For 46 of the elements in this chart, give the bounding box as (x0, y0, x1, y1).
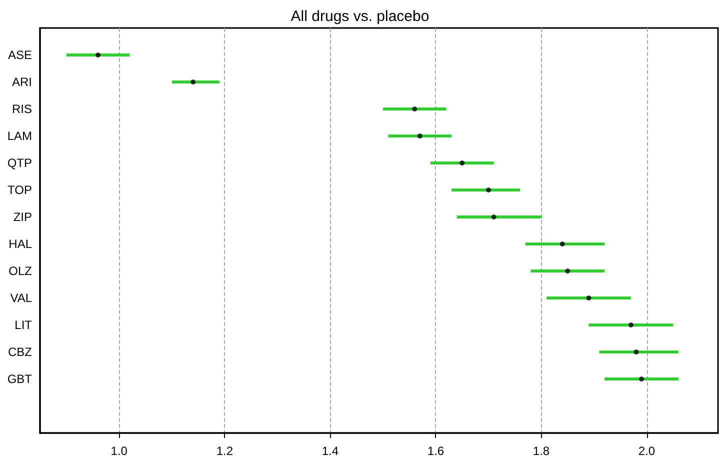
bar (172, 80, 220, 84)
y-tick-label: ARI (12, 75, 32, 89)
bar (66, 54, 130, 56)
y-tick-label: RIS (12, 102, 32, 116)
point (586, 296, 592, 300)
y-tick-label: CBZ (8, 345, 32, 359)
x-tick-label: 1.8 (532, 444, 550, 458)
y-tick-label: HAL (8, 237, 32, 251)
y-tick-label: TOP (8, 183, 32, 197)
chart-title: All drugs vs. placebo (290, 8, 430, 25)
point (565, 268, 570, 274)
bar (604, 378, 678, 380)
x-tick-label: 1.6 (427, 444, 444, 458)
point (639, 376, 644, 382)
x-tick-label: 1.2 (216, 444, 234, 458)
bar (388, 134, 452, 138)
x-tick-label: 1.0 (110, 444, 128, 458)
y-tick-label: ZIP (13, 210, 32, 224)
y-tick-label: LIT (14, 318, 33, 332)
bar (588, 324, 674, 326)
point (634, 350, 639, 354)
y-tick-label: LAM (7, 129, 32, 143)
point (491, 214, 496, 220)
bar (430, 162, 494, 164)
point (417, 134, 422, 138)
point (412, 106, 418, 112)
point (486, 188, 491, 192)
bar (456, 216, 542, 218)
bar (452, 188, 520, 192)
bar (546, 296, 631, 300)
x-tick-label: 1.4 (322, 444, 339, 458)
y-tick-label: ASE (8, 48, 32, 62)
y-tick-label: QTP (7, 156, 32, 170)
point (190, 80, 196, 84)
y-tick-label: GBT (7, 372, 33, 386)
point (96, 52, 101, 58)
bar (530, 270, 605, 272)
y-tick-label: OLZ (8, 264, 32, 278)
point (628, 322, 634, 328)
y-tick-label: VAL (10, 291, 32, 305)
bar (525, 242, 605, 246)
x-tick-label: 2.0 (638, 444, 656, 458)
point (560, 242, 565, 246)
point (460, 160, 465, 166)
bar (382, 108, 446, 110)
bar (599, 350, 678, 354)
